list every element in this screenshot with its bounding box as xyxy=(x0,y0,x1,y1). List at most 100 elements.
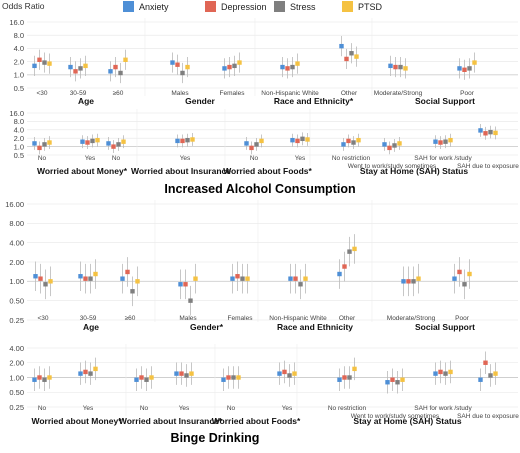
point-stress xyxy=(290,64,295,70)
point-ptsd xyxy=(303,276,308,281)
point-stress xyxy=(232,63,237,69)
point-depression xyxy=(390,377,395,382)
category-label: Poor xyxy=(455,315,470,322)
point-depression xyxy=(183,282,188,287)
point-ptsd xyxy=(237,60,242,65)
point-depression xyxy=(249,145,254,151)
category-label: Other xyxy=(341,90,358,97)
panel-2: 16.08.04.02.01.00.5 Worried about Money* N… xyxy=(9,109,519,176)
point-stress xyxy=(118,70,123,76)
point-anxiety xyxy=(78,274,83,279)
y-tick-label: 2.00 xyxy=(9,258,24,267)
point-depression xyxy=(346,138,351,144)
group-label: Worried about Insurance xyxy=(131,166,231,176)
legend-swatch-ptsd xyxy=(342,1,353,12)
point-depression xyxy=(113,64,118,70)
y-tick-label: 8.00 xyxy=(9,219,24,228)
category-label: No restriction xyxy=(328,405,367,412)
category-label: SAH due to exposure xyxy=(457,413,519,420)
point-stress xyxy=(351,140,356,145)
point-stress xyxy=(43,282,48,287)
y-tick-label: 0.50 xyxy=(9,296,24,305)
y-tick-label: 16.0 xyxy=(9,18,24,27)
point-depression xyxy=(293,276,298,281)
y-tick-label: 0.25 xyxy=(9,316,24,325)
group-label: Race and Ethnicity xyxy=(277,322,353,332)
point-stress xyxy=(398,64,403,70)
category-label: Moderate/Strong xyxy=(374,90,423,97)
point-anxiety xyxy=(33,274,38,279)
point-ptsd xyxy=(93,271,98,277)
group-label: Stay at Home (SAH) Status xyxy=(353,416,461,426)
group-label: Worried about Foods* xyxy=(212,416,301,426)
point-anxiety xyxy=(478,377,483,382)
point-stress xyxy=(180,70,185,76)
point-ptsd xyxy=(493,130,498,136)
point-ptsd xyxy=(245,276,250,281)
category-label: Females xyxy=(228,315,254,322)
point-ptsd xyxy=(352,366,357,372)
group-age: Age <30 30-59 ≥60 xyxy=(32,49,128,106)
category-label: No xyxy=(112,155,121,162)
category-label: Males xyxy=(179,315,197,322)
point-stress xyxy=(287,373,292,378)
point-depression xyxy=(438,369,443,375)
point-stress xyxy=(130,289,135,294)
point-depression xyxy=(37,145,42,151)
legend-label-stress: Stress xyxy=(290,2,316,12)
category-label: No xyxy=(38,405,47,412)
point-depression xyxy=(37,375,42,380)
category-label: 30-59 xyxy=(80,315,97,322)
point-anxiety xyxy=(32,377,37,382)
group-worried-about-insurance: Worried about Insurance* No Yes xyxy=(119,362,223,426)
group-worried-about-insurance: Worried about Insurance No Yes xyxy=(106,133,231,176)
point-stress xyxy=(395,380,400,385)
category-label: Moderate/Strong xyxy=(387,315,436,322)
point-anxiety xyxy=(337,271,342,277)
point-stress xyxy=(88,276,93,281)
point-stress xyxy=(488,373,493,378)
point-ptsd xyxy=(397,141,402,146)
category-label: Went to work/study sometimes xyxy=(348,163,437,170)
y-tick-label: 16.00 xyxy=(5,200,24,209)
y-tick-label: 0.25 xyxy=(9,403,24,412)
category-label: <30 xyxy=(36,90,47,97)
legend-swatch-stress xyxy=(274,1,285,12)
point-depression xyxy=(85,140,90,145)
legend-label-anxiety: Anxiety xyxy=(139,2,169,12)
point-ptsd xyxy=(48,279,53,284)
point-ptsd xyxy=(47,140,52,145)
point-ptsd xyxy=(292,371,297,376)
point-ptsd xyxy=(400,377,405,382)
y-tick-label: 2.0 xyxy=(14,57,24,66)
legend-item-stress: Stress xyxy=(274,1,316,12)
point-ptsd xyxy=(416,276,421,281)
point-depression xyxy=(180,138,185,144)
point-depression xyxy=(226,375,231,380)
point-anxiety xyxy=(401,279,406,284)
point-ptsd xyxy=(467,271,472,277)
point-depression xyxy=(285,66,290,71)
section-title-alcohol: Increased Alcohol Consumption xyxy=(164,182,355,196)
point-anxiety xyxy=(277,371,282,376)
point-anxiety xyxy=(457,66,462,71)
point-stress xyxy=(188,298,193,303)
point-ptsd xyxy=(448,137,453,143)
point-anxiety xyxy=(385,380,390,385)
point-depression xyxy=(295,138,300,144)
point-ptsd xyxy=(259,138,264,144)
group-label: Worried about Insurance* xyxy=(119,416,223,426)
point-anxiety xyxy=(230,276,235,281)
point-stress xyxy=(349,51,354,56)
point-anxiety xyxy=(244,141,249,146)
point-stress xyxy=(443,371,448,376)
point-depression xyxy=(483,360,488,365)
point-depression xyxy=(406,279,411,284)
category-label: Females xyxy=(220,90,246,97)
point-depression xyxy=(344,56,349,62)
point-depression xyxy=(175,62,180,67)
